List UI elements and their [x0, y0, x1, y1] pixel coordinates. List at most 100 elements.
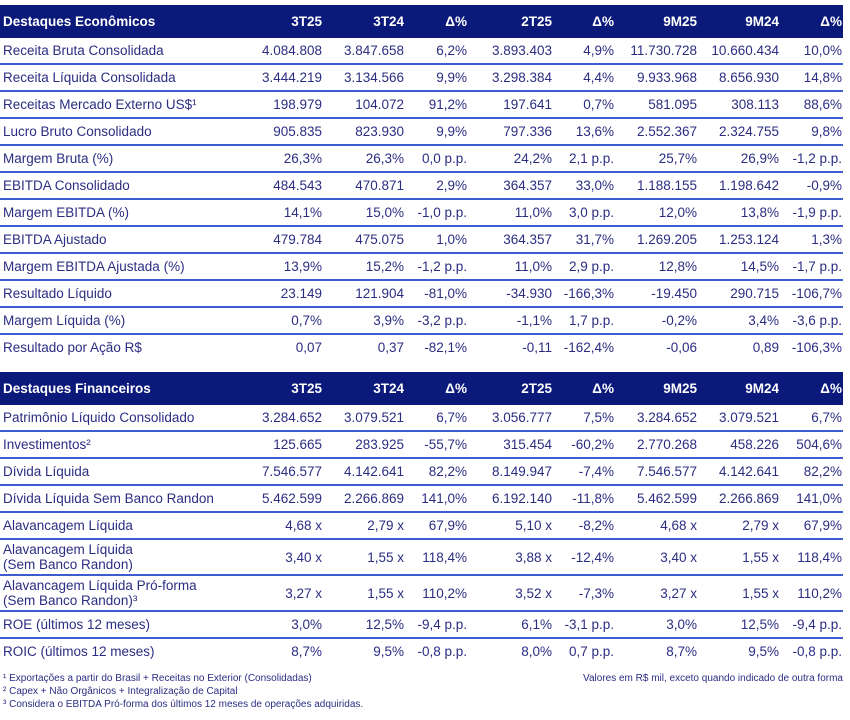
- cell-value: 8.149.947: [468, 458, 553, 486]
- cell-value: 1.269.205: [615, 226, 698, 254]
- cell-value: 3.079.521: [698, 405, 780, 432]
- table-row: Dívida Líquida 7.546.577 4.142.641 82,2% 8.1…: [0, 458, 843, 486]
- cell-value: 470.871: [323, 172, 405, 200]
- table-row: Investimentos² 125.665 283.925 -55,7% 315.45…: [0, 431, 843, 459]
- cell-value: -19.450: [615, 280, 698, 308]
- row-label: Alavancagem Líquida: [0, 512, 240, 540]
- cell-value: -1,2 p.p.: [780, 145, 843, 173]
- row-label: Margem EBITDA (%): [0, 199, 240, 227]
- highlights-table: Destaques Econômicos 3T25 3T24 Δ% 2T25 Δ% 9M25…: [0, 5, 843, 664]
- row-label: ROIC (últimos 12 meses): [3, 644, 155, 659]
- column-header: Δ%: [553, 372, 615, 405]
- cell-value: 13,8%: [698, 199, 780, 227]
- footnotes: ¹ Exportações a partir do Brasil + Recei…: [3, 672, 843, 711]
- section-title: Destaques Financeiros: [0, 372, 240, 405]
- cell-value: 10.660.434: [698, 38, 780, 65]
- cell-value: 2,79 x: [323, 512, 405, 540]
- cell-value: 0,7%: [553, 91, 615, 119]
- cell-value: 2,9%: [405, 172, 468, 200]
- column-header: Δ%: [780, 372, 843, 405]
- cell-value: 26,3%: [323, 145, 405, 173]
- cell-value: 3,4%: [698, 307, 780, 335]
- cell-value: 364.357: [468, 172, 553, 200]
- cell-value: 91,2%: [405, 91, 468, 119]
- cell-value: 2,79 x: [698, 512, 780, 540]
- cell-value: -3,2 p.p.: [405, 307, 468, 335]
- cell-value: 0,37: [377, 340, 404, 355]
- cell-value: 9.933.968: [615, 64, 698, 92]
- cell-value: 479.784: [240, 226, 323, 254]
- row-label: Dívida Líquida Sem Banco Randon: [0, 485, 240, 513]
- cell-value: 26,9%: [698, 145, 780, 173]
- row-label: EBITDA Ajustado: [0, 226, 240, 254]
- cell-value: 9,9%: [405, 64, 468, 92]
- cell-value: -3,6 p.p.: [780, 307, 843, 335]
- cell-value: 7.546.577: [615, 458, 698, 486]
- cell-value: 1.198.642: [698, 172, 780, 200]
- column-header: 9M25: [615, 372, 698, 405]
- cell-value: -82,1%: [424, 340, 467, 355]
- cell-value: 197.641: [468, 91, 553, 119]
- cell-value: 0,07: [295, 340, 322, 355]
- table-row: Receitas Mercado Externo US$¹ 198.979 104.…: [0, 91, 843, 119]
- cell-value: 504,6%: [780, 431, 843, 459]
- table-row: Margem EBITDA (%) 14,1% 15,0% -1,0 p.p. 11,0…: [0, 199, 843, 227]
- column-header: 3T25: [240, 5, 323, 38]
- cell-value: 8,7%: [291, 644, 322, 659]
- cell-value: 2,1 p.p.: [553, 145, 615, 173]
- cell-value: -9,4 p.p.: [780, 611, 843, 639]
- cell-value: 315.454: [468, 431, 553, 459]
- cell-value: 3,0 p.p.: [553, 199, 615, 227]
- cell-value: 6,7%: [780, 405, 843, 432]
- cell-value: 67,9%: [780, 512, 843, 540]
- column-header: Δ%: [553, 5, 615, 38]
- row-label: Margem Líquida (%): [0, 307, 240, 335]
- cell-value: 3,40 x: [615, 539, 698, 576]
- table-row: Dívida Líquida Sem Banco Randon 5.462.599…: [0, 485, 843, 513]
- cell-value: 33,0%: [553, 172, 615, 200]
- cell-value: -0,9%: [780, 172, 843, 200]
- cell-value: 82,2%: [405, 458, 468, 486]
- cell-value: 3,0%: [240, 611, 323, 639]
- highlights-table-container: Destaques Econômicos 3T25 3T24 Δ% 2T25 Δ% 9M25…: [0, 5, 843, 664]
- column-header: 9M24: [698, 5, 780, 38]
- cell-value: 290.715: [698, 280, 780, 308]
- cell-value: 118,4%: [780, 539, 843, 576]
- cell-value: 88,6%: [780, 91, 843, 119]
- cell-value: 7,5%: [553, 405, 615, 432]
- cell-value: -11,8%: [553, 485, 615, 513]
- cell-value: 13,6%: [553, 118, 615, 146]
- cell-value: 9,5%: [373, 644, 404, 659]
- column-header: 2T25: [468, 372, 553, 405]
- cell-value: 6,2%: [405, 38, 468, 65]
- cell-value: 26,3%: [240, 145, 323, 173]
- cell-value: 823.930: [323, 118, 405, 146]
- cell-value: 31,7%: [553, 226, 615, 254]
- cell-value: 11,0%: [468, 253, 553, 281]
- cell-value: 3.298.384: [468, 64, 553, 92]
- units-note: Valores em R$ mil, exceto quando indicad…: [583, 673, 843, 684]
- table-row: EBITDA Ajustado 479.784 475.075 1,0% 364.357…: [0, 226, 843, 254]
- cell-value: 797.336: [468, 118, 553, 146]
- cell-value: -0,8 p.p.: [792, 644, 842, 659]
- cell-value: 458.226: [698, 431, 780, 459]
- cell-value: 9,5%: [748, 644, 779, 659]
- cell-value: 12,5%: [323, 611, 405, 639]
- cell-value: 1,0%: [405, 226, 468, 254]
- cell-value: 364.357: [468, 226, 553, 254]
- cell-value: 8,0%: [521, 644, 552, 659]
- cell-value: -55,7%: [405, 431, 468, 459]
- cell-value: 475.075: [323, 226, 405, 254]
- cell-value: 4.084.808: [240, 38, 323, 65]
- cell-value: 25,7%: [615, 145, 698, 173]
- row-label: Patrimônio Líquido Consolidado: [0, 405, 240, 432]
- cell-value: 6,1%: [468, 611, 553, 639]
- cell-value: 1,7 p.p.: [553, 307, 615, 335]
- cell-value: 118,4%: [405, 539, 468, 576]
- cell-value: 1.253.124: [698, 226, 780, 254]
- cell-value: 308.113: [698, 91, 780, 119]
- cell-value: 4,68 x: [615, 512, 698, 540]
- cell-value: 3.444.219: [240, 64, 323, 92]
- cell-value: 141,0%: [780, 485, 843, 513]
- table-row: Receita Bruta Consolidada 4.084.808 3.847.…: [0, 38, 843, 65]
